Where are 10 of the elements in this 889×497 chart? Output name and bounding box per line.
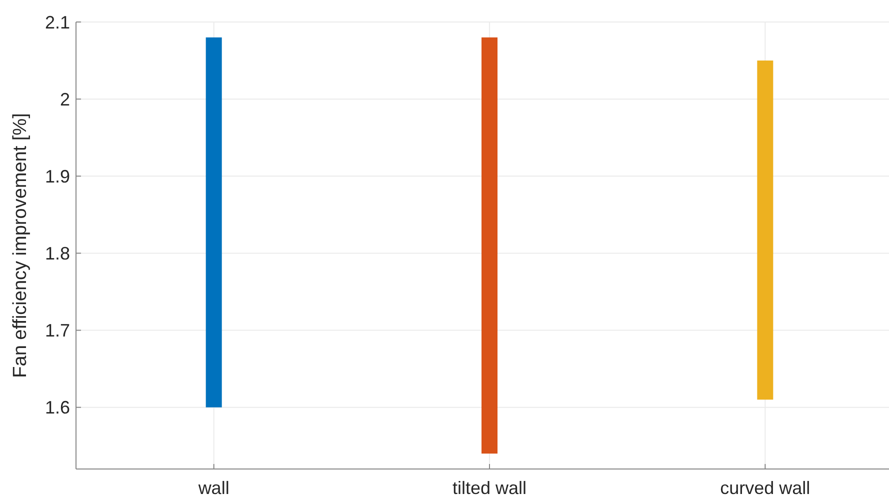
y-tick-label: 2.1 [44, 12, 70, 32]
y-tick-label: 2 [60, 89, 70, 110]
y-tick-label: 1.9 [44, 166, 70, 186]
y-tick-label: 1.8 [44, 244, 70, 264]
x-tick-label: curved wall [720, 478, 810, 497]
x-tick-label: wall [197, 478, 230, 497]
y-tick-label: 1.7 [44, 320, 70, 341]
y-tick-label: 1.6 [44, 398, 70, 418]
y-axis-title: Fan efficiency improvement [%] [10, 113, 31, 378]
x-tick-label: tilted wall [452, 478, 527, 497]
